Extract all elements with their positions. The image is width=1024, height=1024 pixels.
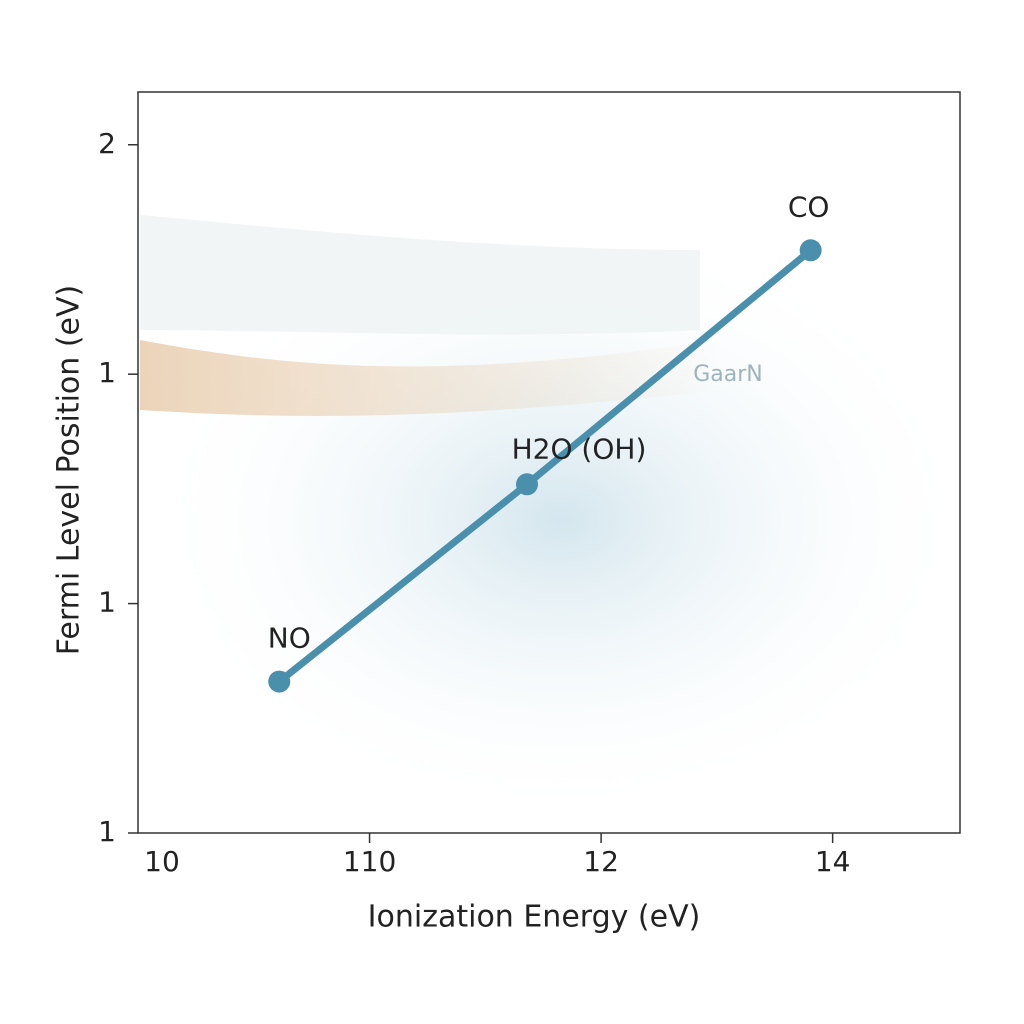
point-label: NO [268, 622, 311, 655]
point-label: CO [788, 190, 830, 223]
y-tick-label: 2 [98, 127, 116, 160]
background-texture [140, 215, 700, 335]
data-point [799, 239, 822, 262]
y-tick-label: 1 [98, 356, 116, 389]
x-tick-label: 110 [343, 845, 396, 878]
y-tick-label: 1 [98, 586, 116, 619]
x-tick-label: 12 [583, 845, 619, 878]
annotation: GaarN [693, 362, 763, 387]
x-tick-label: 14 [815, 845, 851, 878]
data-point [268, 670, 291, 693]
data-point [516, 473, 539, 496]
background-band [140, 340, 720, 416]
x-tick-label: 10 [144, 845, 180, 878]
x-axis-label: Ionization Energy (eV) [368, 900, 701, 935]
plot-frame [137, 91, 961, 834]
point-label: H2O (OH) [512, 432, 647, 465]
y-axis-label: Fermi Level Position (eV) [52, 285, 87, 655]
y-tick-label: 1 [98, 815, 116, 848]
